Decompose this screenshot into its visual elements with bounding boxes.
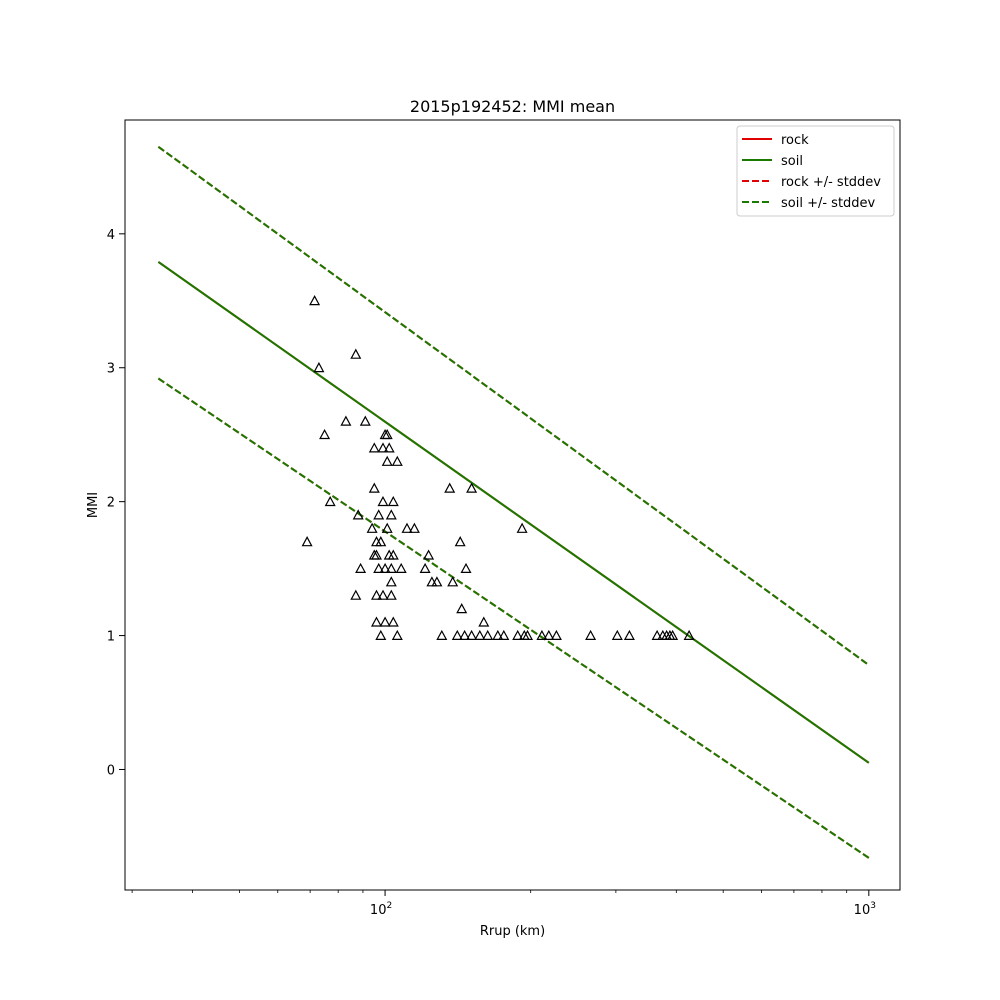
data-point <box>395 562 407 574</box>
series-line-soil <box>157 261 870 764</box>
x-axis-title: Rrup (km) <box>480 924 545 939</box>
legend-label: rock <box>781 133 809 148</box>
legend-box <box>736 125 895 217</box>
data-point <box>381 522 393 533</box>
data-point <box>512 629 524 641</box>
data-point <box>387 495 399 507</box>
data-point <box>516 522 528 533</box>
data-point <box>352 509 364 520</box>
legend-label: rock +/- stddev <box>781 175 881 190</box>
data-point <box>456 603 468 614</box>
data-point <box>482 629 494 641</box>
data-point <box>324 495 336 507</box>
data-point <box>377 442 389 453</box>
data-point <box>521 629 534 641</box>
data-point <box>611 629 623 641</box>
data-point <box>466 629 478 641</box>
data-point <box>550 629 562 641</box>
y-tick-label: 2 <box>107 496 115 511</box>
data-point <box>385 576 397 587</box>
data-point <box>377 589 389 600</box>
data-point <box>401 522 413 533</box>
data-point <box>370 616 383 627</box>
data-point <box>419 562 431 574</box>
data-point <box>651 629 663 641</box>
data-point <box>381 455 393 466</box>
x-axis: 102 103 <box>131 890 876 918</box>
data-point <box>447 576 459 587</box>
data-point <box>623 629 635 641</box>
data-point <box>585 629 597 641</box>
data-point <box>385 562 397 574</box>
data-point <box>379 562 391 574</box>
data-point <box>667 629 679 641</box>
data-point <box>375 629 387 641</box>
legend-label: soil +/- stddev <box>781 196 876 211</box>
data-point <box>444 482 456 493</box>
points-layer <box>301 295 695 641</box>
x-tick-label: 103 <box>854 901 876 918</box>
data-point <box>454 536 466 547</box>
data-point <box>368 549 380 560</box>
data-point <box>350 589 362 600</box>
data-point <box>543 629 555 641</box>
data-point <box>387 549 399 560</box>
data-point <box>387 616 399 627</box>
y-tick-label: 4 <box>107 228 115 243</box>
data-point <box>355 562 367 574</box>
data-point <box>301 536 313 547</box>
data-point <box>350 348 362 359</box>
data-point <box>359 415 371 426</box>
data-point <box>391 455 403 466</box>
data-point <box>385 589 397 600</box>
legend: rock soil rock +/- stddev soil +/- stddev <box>736 125 895 217</box>
lines-layer <box>157 145 870 859</box>
data-point <box>423 549 435 560</box>
data-point <box>478 616 490 627</box>
data-point <box>492 629 504 641</box>
data-point <box>373 509 385 520</box>
data-point <box>379 616 391 627</box>
data-point <box>340 415 352 426</box>
data-point <box>368 442 380 453</box>
y-axis-title: MMI <box>86 492 101 518</box>
series-line-soil-stddev <box>157 145 870 666</box>
data-point <box>474 629 486 641</box>
data-point <box>366 522 378 533</box>
data-point <box>498 629 510 641</box>
data-point <box>319 428 331 440</box>
data-point <box>466 482 478 493</box>
data-point <box>536 629 548 641</box>
data-point <box>683 629 695 641</box>
data-point <box>375 536 387 547</box>
chart-title: 2015p192452: MMI mean <box>410 97 615 116</box>
y-tick-label: 3 <box>107 362 115 377</box>
data-point <box>377 495 389 507</box>
data-point <box>383 442 395 453</box>
legend-label: soil <box>781 154 803 169</box>
data-point <box>408 522 420 533</box>
data-point <box>313 361 325 373</box>
data-point <box>368 482 380 493</box>
data-point <box>459 629 471 641</box>
plot-frame <box>124 119 901 891</box>
data-point <box>460 562 472 574</box>
y-tick-label: 0 <box>107 763 115 778</box>
data-point <box>385 509 397 520</box>
series-line-soil-stddev <box>157 377 870 859</box>
data-point <box>381 428 393 440</box>
data-point <box>391 629 403 641</box>
data-point <box>436 629 448 641</box>
y-axis: 0 1 2 3 4 <box>107 228 125 778</box>
data-point <box>309 295 321 306</box>
y-tick-label: 1 <box>107 630 115 645</box>
data-point <box>431 576 443 587</box>
data-point <box>451 629 463 641</box>
plot-area <box>157 145 870 859</box>
data-point <box>370 589 383 600</box>
data-point <box>373 562 385 574</box>
x-tick-label: 102 <box>370 901 392 918</box>
